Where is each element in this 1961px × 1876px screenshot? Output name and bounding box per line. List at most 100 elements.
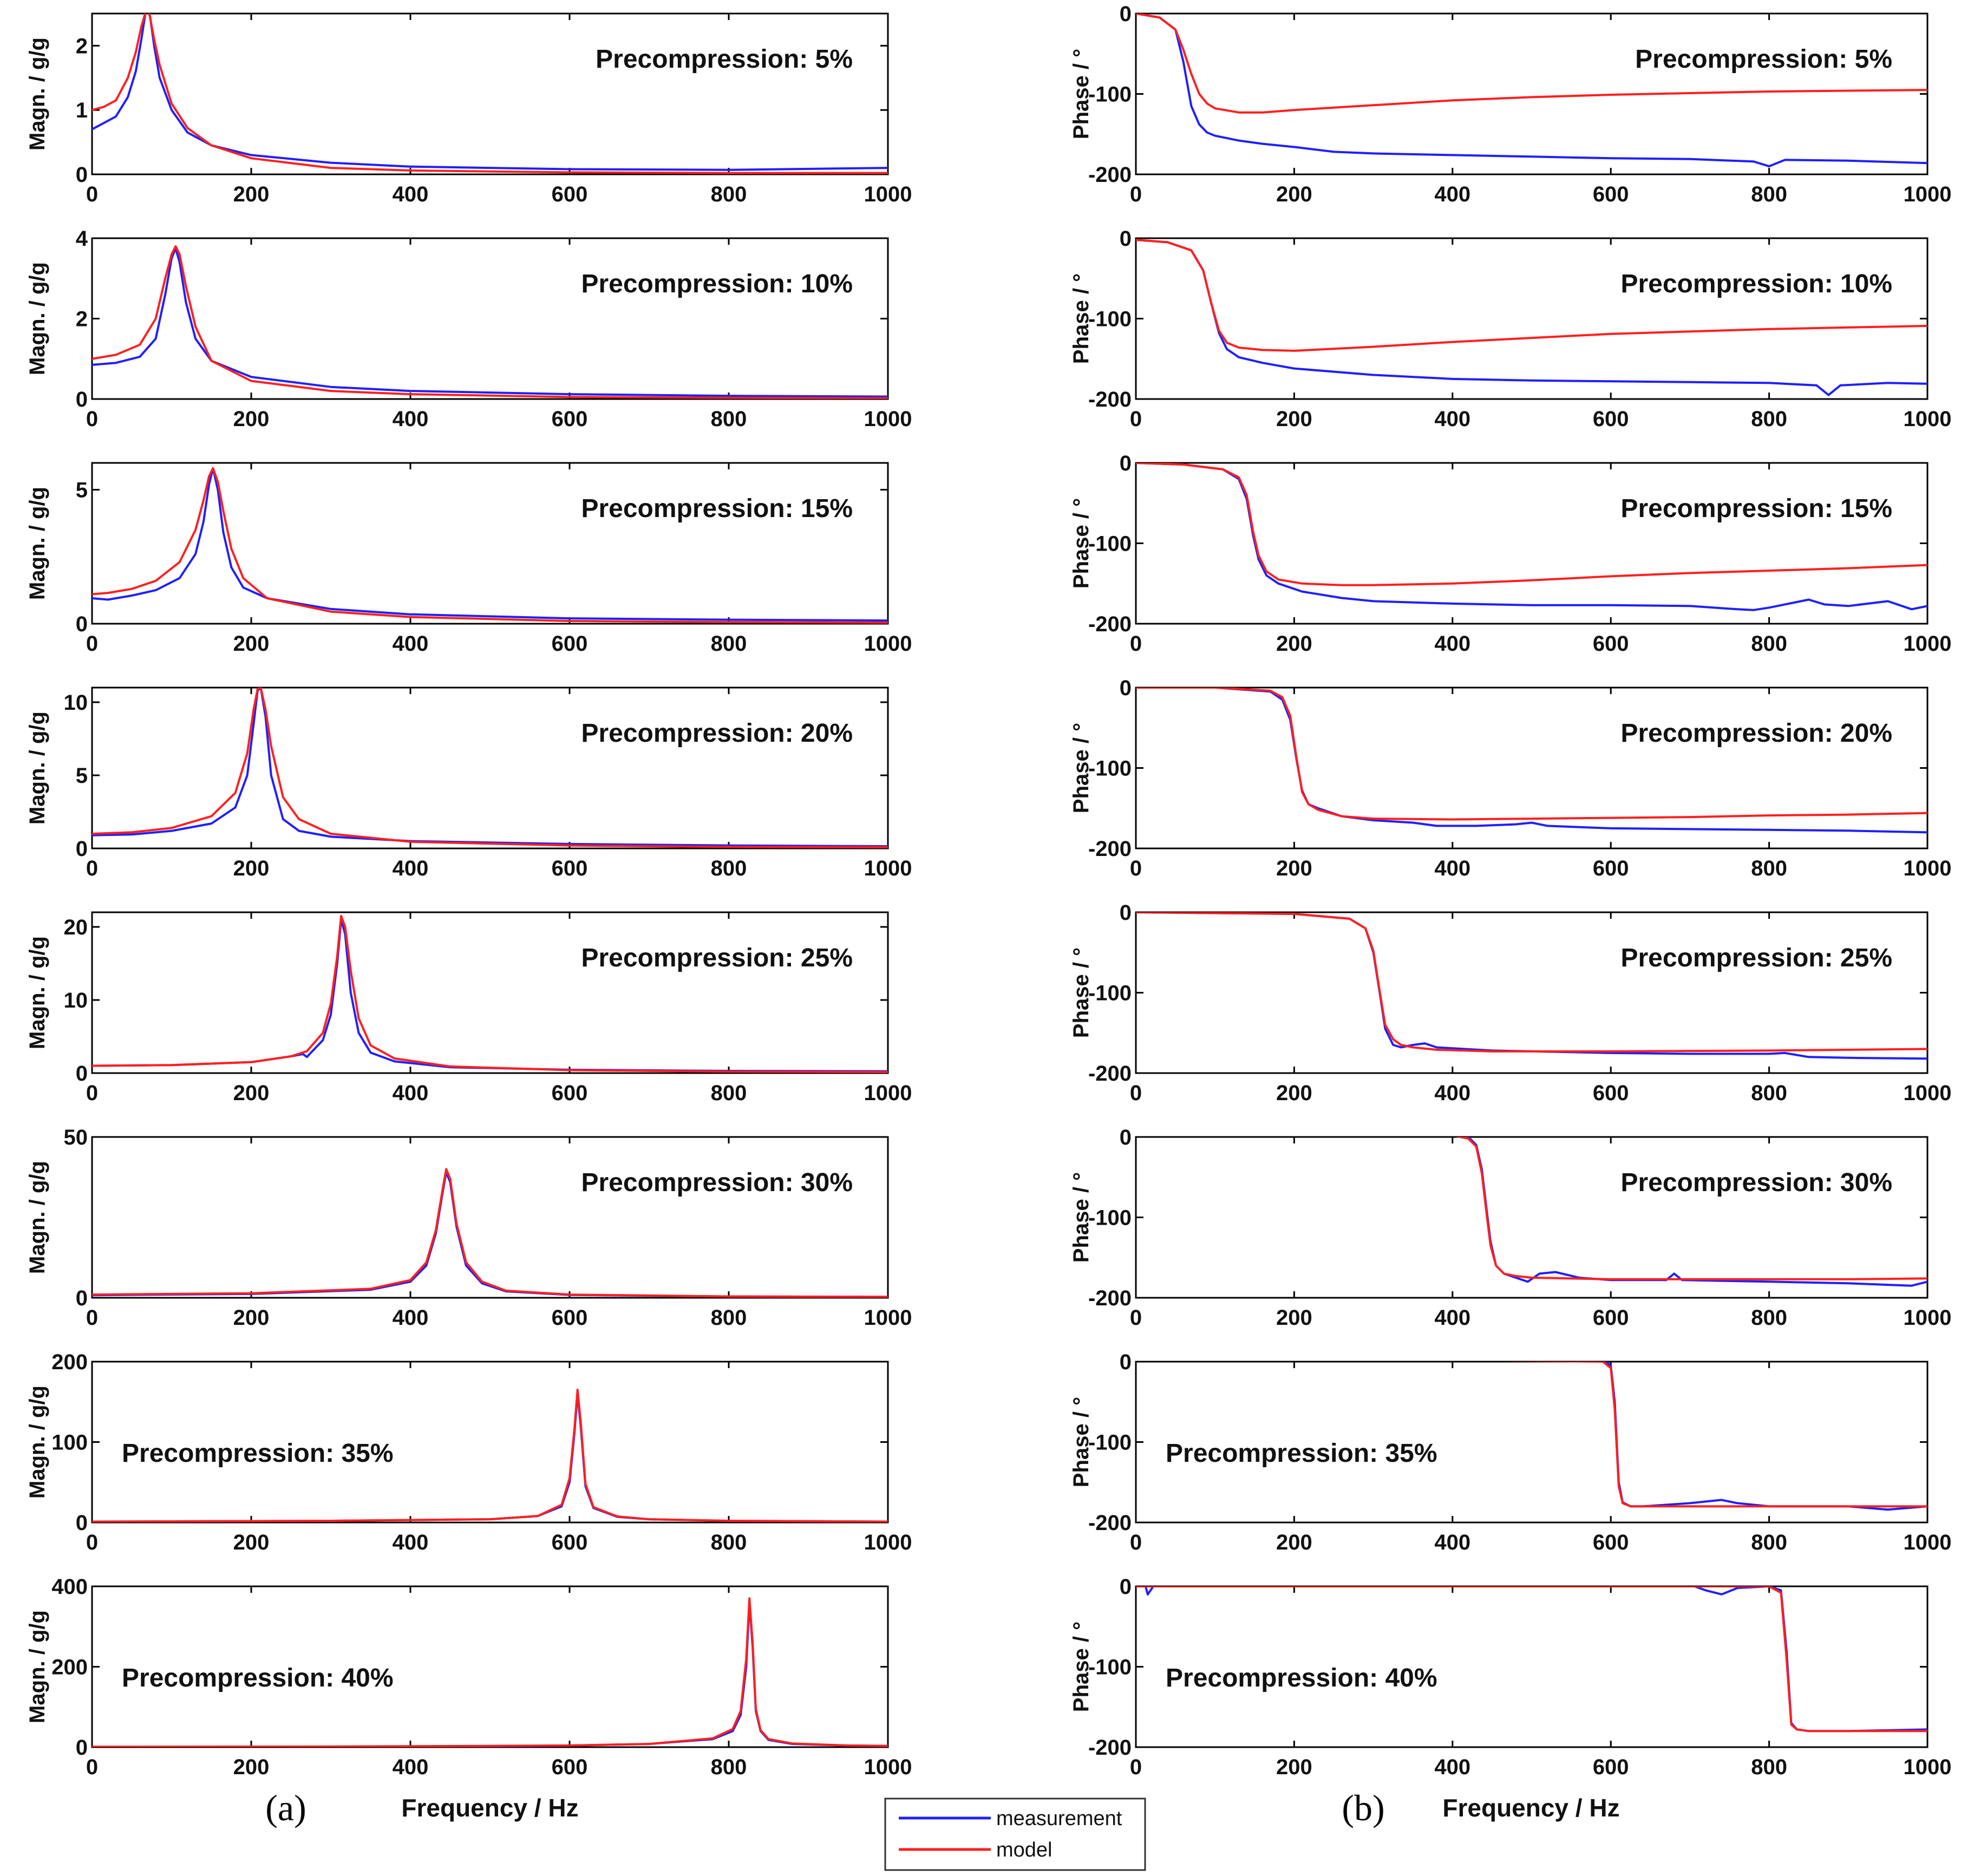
series-group [92, 1389, 888, 1522]
x-tick-label: 0 [86, 1081, 98, 1105]
x-tick-label: 800 [1751, 1081, 1787, 1105]
y-tick-label: -200 [1088, 1062, 1132, 1086]
series-line-model [92, 914, 888, 1073]
y-axis-label: Phase / ° [1069, 1397, 1093, 1487]
legend-measurement-label: measurement [996, 1807, 1122, 1830]
y-tick-label: 0 [1120, 1350, 1132, 1374]
x-tick-label: 1000 [1904, 182, 1952, 206]
series-line-measurement [92, 14, 888, 171]
x-tick-label: 800 [1751, 1531, 1787, 1554]
chart-ph-10: 0 200 400 600 800 1000 -200 -100 0 Phase / ° Preco… [1069, 227, 1951, 431]
x-tick-label: 600 [552, 1081, 588, 1105]
x-tick-label: 1000 [1904, 407, 1952, 431]
x-tick-label: 400 [1434, 182, 1470, 206]
x-tick-label: 400 [393, 1531, 429, 1554]
x-tick-label: 0 [86, 407, 98, 431]
precompression-annotation: Precompression: 40% [1166, 1664, 1437, 1692]
x-tick-label: 800 [711, 632, 747, 656]
precompression-annotation: Precompression: 20% [581, 719, 853, 748]
y-axis-label: Magn. / g/g [25, 1610, 49, 1723]
y-tick-label: -200 [1088, 837, 1132, 861]
y-tick-label: -100 [1088, 532, 1132, 556]
precompression-annotation: Precompression: 30% [1620, 1168, 1892, 1197]
x-tick-label: 0 [1130, 1531, 1142, 1554]
plot-frame [91, 687, 889, 849]
x-tick-label: 200 [233, 1531, 270, 1554]
y-axis-label: Magn. / g/g [25, 936, 49, 1049]
y-tick-label: 5 [76, 764, 88, 788]
chart-mag-05: 0 200 400 600 800 1000 0 1 2 Magn. / g/g Precompre… [25, 12, 912, 206]
plot-frame [1135, 687, 1929, 849]
series-group [1136, 1586, 1927, 1733]
y-tick-label: 0 [1120, 2, 1132, 26]
y-tick-label: -200 [1088, 1511, 1132, 1535]
y-axis-label: Phase / ° [1069, 498, 1093, 589]
series-line-measurement [92, 467, 888, 622]
x-tick-label: 200 [1276, 857, 1312, 880]
chart-ph-05: 0 200 400 600 800 1000 -200 -100 0 Phase / ° Preco… [1069, 2, 1951, 206]
y-axis-label: Magn. / g/g [25, 37, 49, 151]
x-tick-label: 200 [1276, 407, 1312, 431]
panel-label-a: (a) [265, 1787, 306, 1828]
series-line-measurement [1136, 688, 1927, 834]
y-tick-label: -100 [1088, 1206, 1132, 1230]
y-tick-label: 0 [76, 1286, 88, 1310]
plot-frame [91, 462, 889, 625]
precompression-annotation: Precompression: 5% [1635, 45, 1892, 74]
y-tick-label: -200 [1088, 1286, 1132, 1310]
x-tick-label: 800 [1751, 632, 1787, 656]
plot-frame [1135, 911, 1929, 1074]
x-tick-label: 1000 [864, 182, 912, 206]
precompression-annotation: Precompression: 30% [581, 1168, 853, 1197]
series-line-model [1136, 912, 1927, 1053]
series-line-model [1502, 1362, 1927, 1508]
x-tick-label: 600 [1593, 857, 1629, 880]
y-tick-label: 0 [1120, 676, 1132, 700]
plot-frame [91, 911, 889, 1074]
series-group [1136, 688, 1927, 834]
y-tick-label: 50 [64, 1126, 88, 1149]
x-tick-label: 0 [1130, 1081, 1142, 1105]
y-axis-label: Magn. / g/g [25, 711, 49, 825]
x-tick-label: 1000 [1904, 632, 1952, 656]
series-group [1455, 1137, 1927, 1287]
x-tick-label: 800 [1751, 1755, 1787, 1779]
y-axis-label: Magn. / g/g [25, 262, 49, 375]
plot-frame [1135, 1585, 1929, 1748]
y-tick-label: 0 [1120, 1126, 1132, 1149]
x-axis-label-a: Frequency / Hz [401, 1794, 578, 1822]
x-tick-label: 0 [1130, 182, 1142, 206]
y-tick-label: -200 [1088, 388, 1132, 411]
series-group [1502, 1362, 1927, 1511]
x-tick-label: 600 [1593, 1081, 1629, 1105]
series-line-model [1136, 14, 1927, 114]
y-axis-label: Magn. / g/g [25, 1161, 49, 1274]
y-axis-label: Phase / ° [1069, 1622, 1093, 1712]
series-group [1136, 14, 1927, 168]
x-tick-label: 400 [1434, 1531, 1470, 1554]
y-tick-label: 2 [76, 34, 88, 58]
x-tick-label: 600 [552, 1531, 588, 1554]
x-tick-label: 400 [393, 1081, 429, 1105]
x-tick-label: 0 [86, 857, 98, 880]
y-tick-label: 0 [1120, 901, 1132, 925]
series-line-model [92, 688, 888, 848]
series-group [92, 14, 888, 174]
series-line-measurement [1136, 14, 1927, 168]
x-tick-label: 800 [1751, 407, 1787, 431]
series-line-measurement [92, 247, 888, 398]
plot-frame [1135, 1136, 1929, 1299]
y-axis-label: Phase / ° [1069, 723, 1093, 813]
y-tick-label: -200 [1088, 612, 1132, 636]
y-axis-label: Phase / ° [1069, 49, 1093, 139]
chart-mag-20: 0 200 400 600 800 1000 0 5 10 Magn. / g/g Precompr… [25, 687, 912, 880]
y-tick-label: 0 [76, 1062, 88, 1086]
chart-ph-40: 0 200 400 600 800 1000 -200 -100 0 Phase / ° Preco… [1069, 1575, 1951, 1779]
x-tick-label: 0 [1130, 1306, 1142, 1330]
series-line-model [1136, 1586, 1927, 1733]
x-tick-label: 1000 [1904, 1306, 1952, 1330]
series-line-model [1136, 463, 1927, 586]
